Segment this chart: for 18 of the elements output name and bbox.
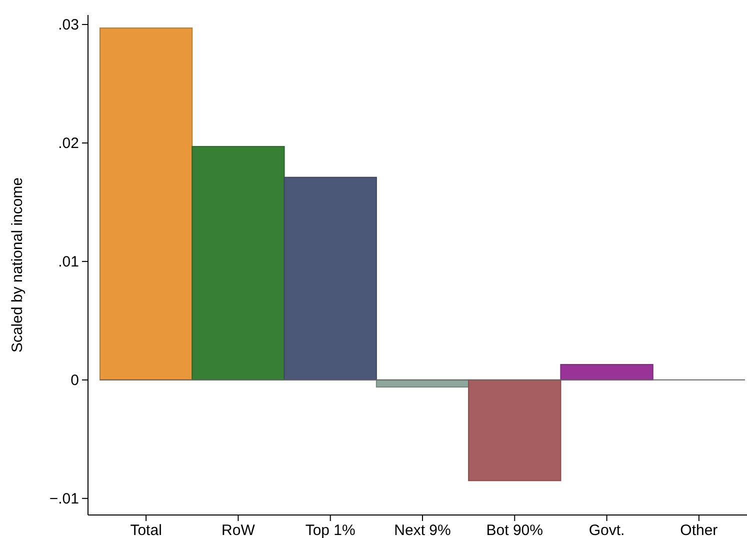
x-tick-label: Other [680,522,718,538]
x-tick-label: Next 9% [394,522,451,538]
bar [100,28,193,380]
x-tick-label: Govt. [588,522,625,538]
bar [560,364,654,380]
bar [468,379,562,482]
y-tick-label: .01 [58,254,79,271]
x-tick-label: Bot 90% [486,522,543,538]
x-tick-label: Top 1% [305,522,356,538]
bar [192,146,285,380]
y-tick-label: .02 [58,135,79,152]
y-tick-label: 0 [70,372,79,390]
y-tick-label: .03 [58,16,79,34]
x-tick-label: RoW [222,522,256,538]
y-tick-label: −.01 [49,490,79,508]
y-axis-title: Scaled by national income [9,177,26,353]
x-tick-label: Total [130,522,162,538]
bar [284,176,377,380]
